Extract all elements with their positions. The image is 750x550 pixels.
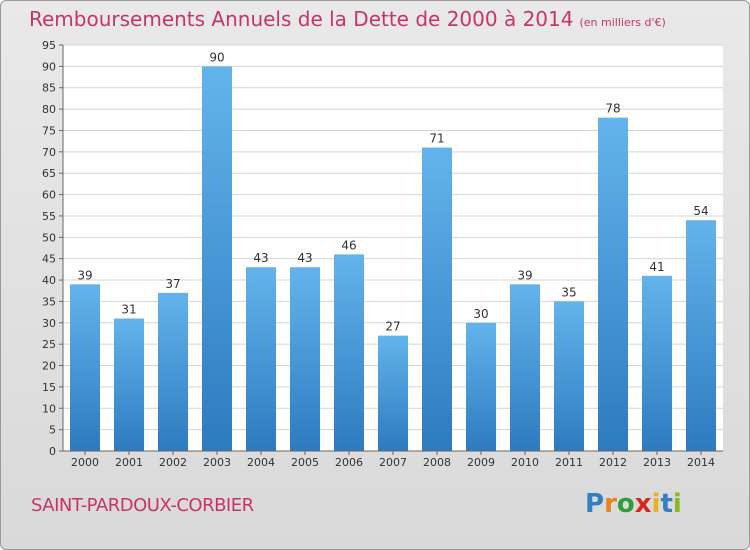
data-label: 41 [649, 260, 664, 274]
bar [290, 267, 320, 451]
y-tick-label: 35 [42, 295, 56, 308]
x-tick-label: 2006 [335, 456, 363, 469]
y-tick-label: 10 [42, 402, 56, 415]
bar [70, 284, 100, 451]
chart-title: Remboursements Annuels de la Dette de 20… [29, 7, 666, 31]
bar [466, 322, 496, 451]
data-label: 71 [429, 132, 444, 146]
bar [202, 66, 232, 452]
y-tick-label: 75 [42, 124, 56, 137]
bar [378, 335, 408, 451]
y-tick-label: 20 [42, 360, 56, 373]
y-tick-label: 65 [42, 167, 56, 180]
data-label: 31 [121, 303, 136, 317]
x-tick-label: 2003 [203, 456, 231, 469]
x-tick-label: 2007 [379, 456, 407, 469]
title-text: Remboursements Annuels de la Dette de 20… [29, 7, 574, 31]
y-axis-ticks: 0 5 10 15 20 25 30 35 40 45 50 55 60 65 70 75 80 85 90 95 [42, 39, 63, 458]
bar [686, 220, 716, 451]
bar [554, 301, 584, 451]
y-tick-label: 45 [42, 253, 56, 266]
proxiti-logo: Proxiti [585, 489, 682, 519]
logo-letter: x [634, 489, 652, 519]
data-label: 35 [561, 285, 576, 299]
bar [158, 292, 188, 451]
bar [598, 117, 628, 451]
bar [114, 318, 144, 451]
bar [510, 284, 540, 451]
data-label: 37 [165, 277, 180, 291]
x-tick-label: 2011 [555, 456, 583, 469]
x-tick-label: 2002 [159, 456, 187, 469]
x-tick-label: 2010 [511, 456, 539, 469]
y-tick-label: 40 [42, 274, 56, 287]
logo-letter: i [672, 489, 682, 519]
x-tick-label: 2008 [423, 456, 451, 469]
bar [334, 254, 364, 451]
title-unit: (en milliers d'€) [579, 16, 666, 29]
data-label: 78 [605, 102, 620, 116]
data-label: 39 [77, 268, 92, 282]
data-label: 90 [209, 50, 224, 64]
y-tick-label: 95 [42, 39, 56, 52]
logo-letter: i [651, 489, 661, 519]
logo-letter: t [660, 489, 673, 519]
x-tick-label: 2005 [291, 456, 319, 469]
x-tick-label: 2000 [71, 456, 99, 469]
x-axis-ticks: 2000 2001 2002 2003 2004 2005 2006 2007 2008 2009… [71, 451, 715, 469]
logo-letter: P [585, 489, 605, 519]
y-tick-label: 60 [42, 189, 56, 202]
x-tick-label: 2013 [643, 456, 671, 469]
bar [422, 147, 452, 451]
y-tick-label: 90 [42, 60, 56, 73]
y-tick-label: 0 [49, 445, 56, 458]
data-label: 27 [385, 320, 400, 334]
data-label: 54 [693, 204, 708, 218]
commune-name: SAINT-PARDOUX-CORBIER [31, 495, 254, 516]
y-tick-label: 55 [42, 210, 56, 223]
data-label: 39 [517, 268, 532, 282]
y-tick-label: 85 [42, 82, 56, 95]
y-tick-label: 70 [42, 146, 56, 159]
data-label: 43 [297, 251, 312, 265]
y-tick-label: 50 [42, 231, 56, 244]
bar [642, 275, 672, 451]
data-label: 46 [341, 238, 356, 252]
data-label: 30 [473, 307, 488, 321]
x-tick-label: 2012 [599, 456, 627, 469]
logo-letter: r [604, 489, 617, 519]
x-tick-label: 2009 [467, 456, 495, 469]
x-tick-label: 2001 [115, 456, 143, 469]
data-label: 43 [253, 251, 268, 265]
x-tick-label: 2004 [247, 456, 275, 469]
logo-letter: o [616, 489, 635, 519]
bars: 39 31 37 90 43 43 46 27 71 30 39 35 78 41 54 [70, 50, 716, 452]
x-tick-label: 2014 [687, 456, 715, 469]
bar [246, 267, 276, 451]
y-tick-label: 30 [42, 317, 56, 330]
y-tick-label: 15 [42, 381, 56, 394]
y-tick-label: 25 [42, 338, 56, 351]
y-tick-label: 80 [42, 103, 56, 116]
y-tick-label: 5 [49, 424, 56, 437]
